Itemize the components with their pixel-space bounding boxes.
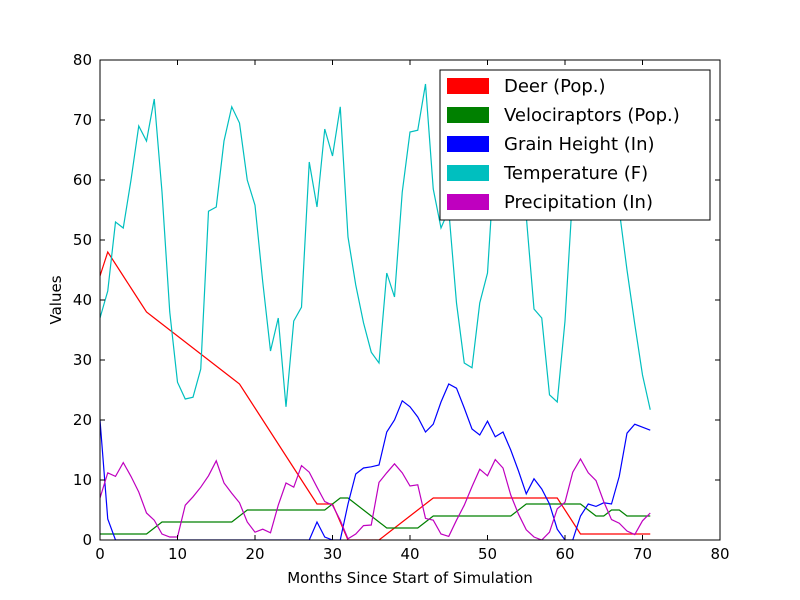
y-tick-label: 70 [73,111,92,129]
series-line-precipitation-in [100,457,651,540]
y-tick-label: 0 [82,531,92,549]
legend-swatch-grain-height-in [447,136,489,152]
y-tick-label: 40 [73,291,92,309]
legend-swatch-temperature-f [447,165,489,181]
x-tick-label: 70 [633,545,652,563]
legend-swatch-precipitation-in [447,194,489,210]
x-tick-label: 60 [555,545,574,563]
y-tick-label: 60 [73,171,92,189]
y-tick-label: 30 [73,351,92,369]
series-line-temperature-f [100,83,651,410]
x-axis-label: Months Since Start of Simulation [287,569,533,587]
y-axis-label: Values [47,275,65,324]
x-tick-label: 10 [168,545,187,563]
x-tick-label: 40 [400,545,419,563]
series-line-grain-height-in [100,383,651,540]
legend-label-grain-height-in: Grain Height (In) [504,134,655,155]
legend-label-velociraptors-pop: Velociraptors (Pop.) [504,105,680,126]
y-tick-label: 20 [73,411,92,429]
x-tick-label: 20 [245,545,264,563]
y-tick-label: 80 [73,51,92,69]
legend: Deer (Pop.) Velociraptors (Pop.) Grain Hei… [439,69,711,221]
x-tick-label: 30 [323,545,342,563]
legend-label-deer-pop: Deer (Pop.) [504,76,606,97]
legend-label-temperature-f: Temperature (F) [503,163,648,184]
legend-swatch-deer-pop [447,78,489,94]
y-tick-label: 10 [73,471,92,489]
x-tick-label: 0 [95,545,105,563]
series-line-velociraptors-pop [100,497,651,535]
legend-swatch-velociraptors-pop [447,107,489,123]
x-tick-label: 80 [710,545,729,563]
x-tick-label: 50 [478,545,497,563]
legend-label-precipitation-in: Precipitation (In) [504,192,653,213]
series-line-deer-pop [100,250,651,540]
y-tick-label: 50 [73,231,92,249]
